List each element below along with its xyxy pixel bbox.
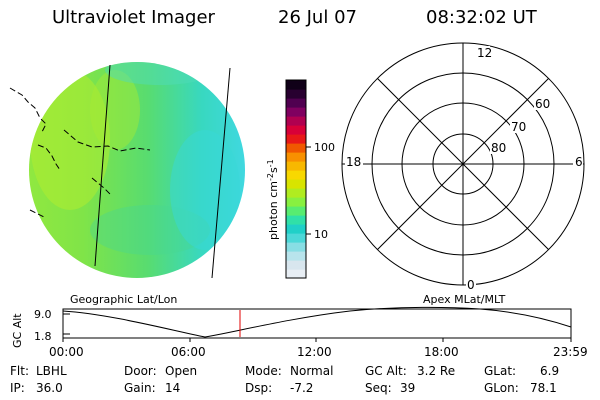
colorbar-segment [286,134,306,144]
colorbar-segment [286,251,306,261]
ip-label: IP: [10,381,25,395]
colorbar-tick-10: 10 [314,228,328,241]
uv-image [9,62,245,279]
colorbar-segment [286,188,306,198]
colorbar-segment [286,89,306,99]
color-scale-bar [286,80,306,279]
colorbar-segment [286,242,306,252]
y-tick-9: 9.0 [34,308,52,321]
x-tick-1800: 18:00 [424,345,459,359]
glon-value: 78.1 [530,381,557,395]
colorbar-segment [286,170,306,180]
x-tick-2359: 23:59 [553,345,588,359]
dsp-value: -7.2 [290,381,314,395]
mode-label: Mode: [245,364,282,378]
colorbar-segment [286,215,306,225]
colorbar-segment [286,197,306,207]
y-tick-1-8: 1.8 [34,330,52,343]
apex-label: Apex MLat/MLT [423,293,506,306]
colorbar-segment [286,80,306,90]
colorbar-segment [286,152,306,162]
colorbar-unit-label: photon cm-2s-1 [266,159,280,240]
gc-alt-label: GC Alt: [365,364,407,378]
glat-value: 6.9 [540,364,560,378]
lat-label-80: 80 [491,141,506,155]
colorbar-segment [286,233,306,243]
lat-label-60: 60 [535,97,550,111]
x-tick-0600: 06:00 [171,345,206,359]
glon-label: GLon: [484,381,519,395]
gc-alt-value: 3.2 Re [417,364,456,378]
y-axis-label: GC Alt [11,313,24,348]
app-title: Ultraviolet Imager [52,7,215,28]
date-label: 26 Jul 07 [278,7,357,28]
ip-value: 36.0 [36,381,63,395]
gain-label: Gain: [124,381,156,395]
door-label: Door: [124,364,157,378]
time-label: 08:32:02 UT [426,7,537,28]
dsp-label: Dsp: [245,381,273,395]
colorbar-segment [286,125,306,135]
x-tick-0000: 00:00 [49,345,84,359]
colorbar-segment [286,224,306,234]
altitude-plot-frame [62,308,572,342]
flt-value: LBHL [36,364,67,378]
colorbar-segment [286,116,306,126]
colorbar-segment [286,161,306,171]
seq-value: 39 [400,381,416,395]
colorbar-segment [286,269,306,279]
altitude-curve [62,306,572,338]
mode-value: Normal [290,364,334,378]
mlt-label-18: 18 [346,155,361,169]
glat-label: GLat: [484,364,517,378]
colorbar-segment [286,98,306,108]
flt-label: Flt: [10,364,29,378]
mlt-label-12: 12 [477,46,492,60]
colorbar-segment [286,143,306,153]
polar-grid [341,42,585,286]
door-value: Open [165,364,198,378]
colorbar-segment [286,107,306,117]
gain-value: 14 [165,381,181,395]
geographic-label: Geographic Lat/Lon [70,293,177,306]
colorbar-segment [286,260,306,270]
seq-label: Seq: [365,381,392,395]
mlt-label-6: 6 [575,155,583,169]
colorbar-tick-100: 100 [314,141,335,154]
mlt-label-0: 0 [467,278,475,292]
colorbar-segment [286,179,306,189]
x-tick-1200: 12:00 [297,345,332,359]
lat-label-70: 70 [511,120,526,134]
colorbar-segment [286,206,306,216]
